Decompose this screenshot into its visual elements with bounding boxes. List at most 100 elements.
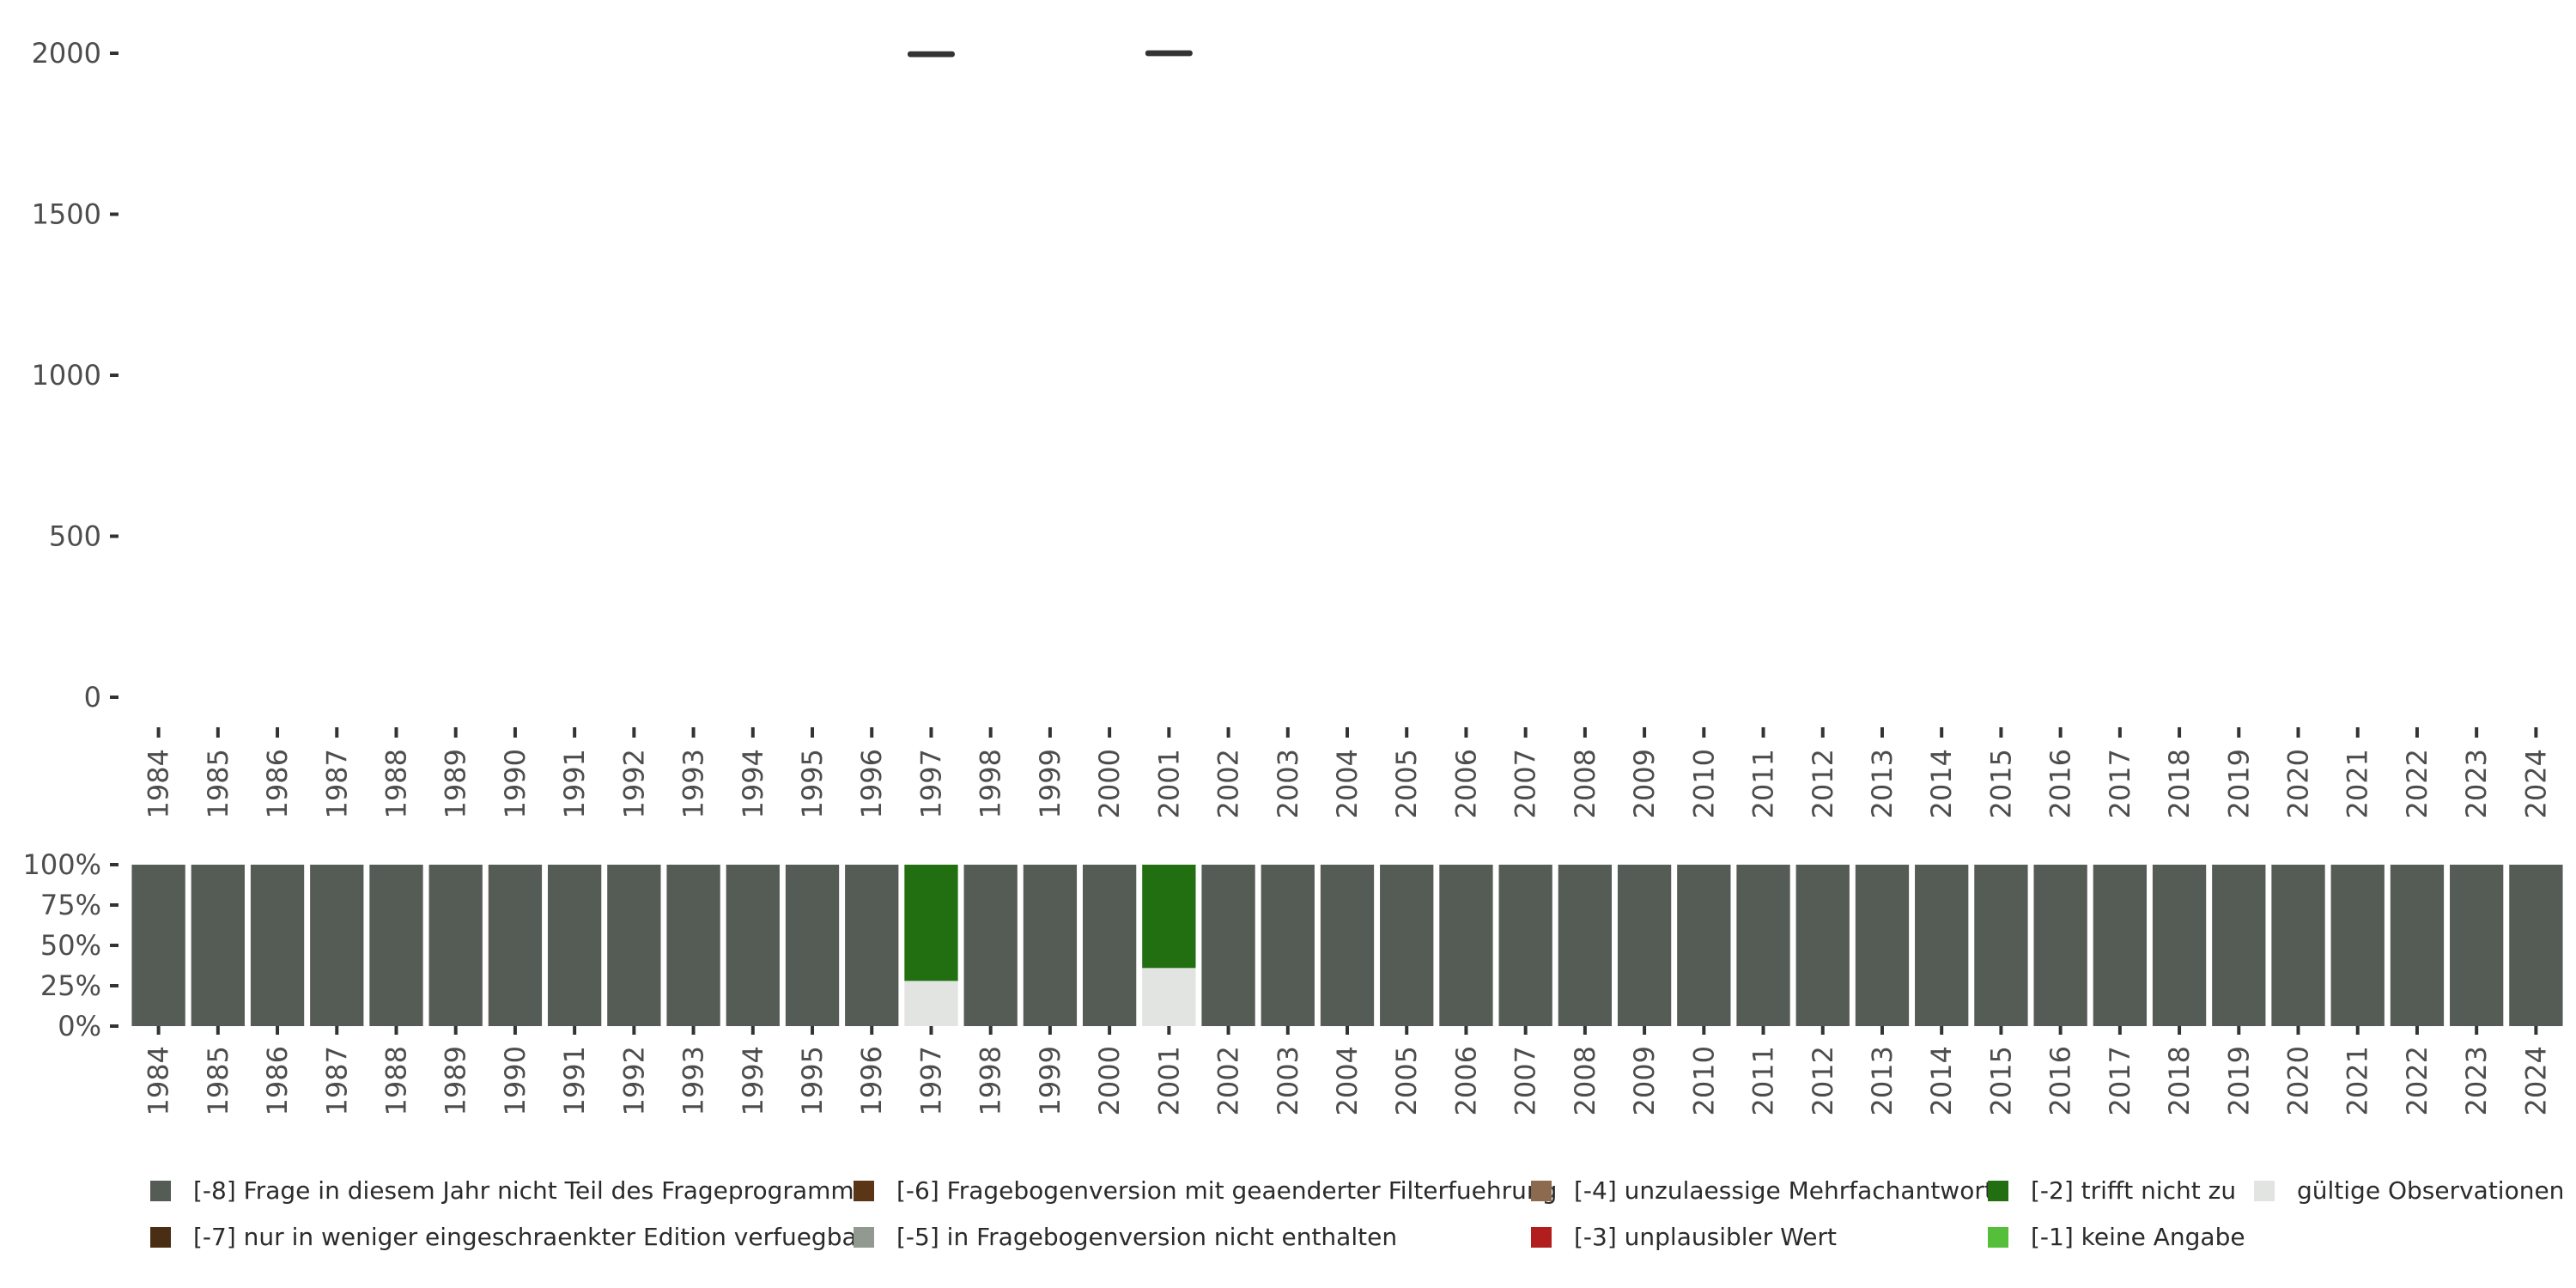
x-tick-label: 2011 bbox=[1747, 749, 1780, 818]
x-tick-label: 1984 bbox=[143, 749, 175, 818]
legend-item: [-6] Fragebogenversion mit geaenderter F… bbox=[854, 1176, 1557, 1205]
x-tick-label: 1998 bbox=[975, 749, 1007, 818]
x-tick-label: 1990 bbox=[499, 749, 532, 818]
bar-2011 bbox=[1736, 865, 1790, 1026]
stacked-bar-panel: 0% 25% 50% 75% 100% 1984 1985 1986 1987 1988 1989 1… bbox=[23, 848, 2563, 1115]
legend-item: [-5] in Fragebogenversion nicht enthalte… bbox=[854, 1223, 1397, 1251]
x-tick-label: 2017 bbox=[2104, 1046, 2136, 1115]
x-tick-label: 1990 bbox=[499, 1046, 532, 1115]
legend-item: [-7] nur in weniger eingeschraenkter Edi… bbox=[150, 1223, 866, 1251]
legend-label: [-1] keine Angabe bbox=[2031, 1223, 2245, 1251]
x-tick-label: 1986 bbox=[261, 749, 294, 818]
x-tick-label: 1989 bbox=[440, 749, 472, 818]
x-tick-label: 1991 bbox=[558, 749, 591, 818]
legend-label: [-6] Fragebogenversion mit geaenderter F… bbox=[896, 1176, 1558, 1205]
legend-swatch bbox=[150, 1226, 171, 1248]
chart-canvas: 0 500 1000 1500 2000 1984 1985 1986 1987 1988 1989… bbox=[23, 37, 2563, 1115]
x-tick-label: 2006 bbox=[1449, 749, 1482, 818]
bar-2000 bbox=[1082, 865, 1137, 1026]
bar-2023 bbox=[2450, 865, 2504, 1026]
x-tick-label: 2024 bbox=[2519, 1046, 2552, 1115]
x-tick-label: 2014 bbox=[1925, 1046, 1958, 1115]
bar-2004 bbox=[1320, 865, 1375, 1026]
x-tick-label: 2009 bbox=[1628, 749, 1661, 818]
x-tick-label: 1993 bbox=[677, 749, 710, 818]
x-tick-label: 2004 bbox=[1331, 749, 1364, 818]
x-tick-label: 2009 bbox=[1628, 1046, 1661, 1115]
x-tick-label: 2001 bbox=[1152, 749, 1185, 818]
x-tick-label: 2005 bbox=[1390, 749, 1423, 818]
x-tick-label: 2020 bbox=[2282, 1046, 2315, 1115]
legend-swatch bbox=[1988, 1226, 2008, 1248]
x-tick-label: 2008 bbox=[1569, 1046, 1601, 1115]
y-tick-label: 0% bbox=[58, 1010, 101, 1042]
bar-1990 bbox=[488, 865, 543, 1026]
bar-2024 bbox=[2509, 865, 2563, 1026]
legend-item: [-4] unzulaessige Mehrfachantwort bbox=[1531, 1176, 1994, 1205]
x-tick-label: 1994 bbox=[737, 1046, 769, 1115]
bar-2014 bbox=[1915, 865, 1969, 1026]
bar-1987 bbox=[310, 865, 364, 1026]
x-tick-label: 1992 bbox=[617, 749, 650, 818]
x-tick-label: 1987 bbox=[320, 1046, 353, 1115]
x-tick-label: 2000 bbox=[1093, 1046, 1126, 1115]
x-tick-label: 1986 bbox=[261, 1046, 294, 1115]
bar-1992 bbox=[607, 865, 661, 1026]
bar-2016 bbox=[2033, 865, 2087, 1026]
x-tick-label: 2002 bbox=[1212, 749, 1245, 818]
legend-label: [-7] nur in weniger eingeschraenkter Edi… bbox=[193, 1223, 867, 1251]
bar-2003 bbox=[1261, 865, 1315, 1026]
x-tick-label: 1991 bbox=[558, 1046, 591, 1115]
x-tick-label: 1993 bbox=[677, 1046, 710, 1115]
bar-2006 bbox=[1439, 865, 1493, 1026]
x-tick-label: 2019 bbox=[2222, 1046, 2255, 1115]
bar-2001 bbox=[1142, 865, 1196, 969]
bar-2020 bbox=[2271, 865, 2325, 1026]
x-tick-label: 2018 bbox=[2163, 749, 2196, 818]
y-tick-label: 500 bbox=[49, 520, 101, 553]
x-tick-label: 2021 bbox=[2342, 749, 2374, 818]
x-tick-label: 2019 bbox=[2222, 749, 2255, 818]
legend-swatch bbox=[2254, 1180, 2275, 1201]
x-tick-label: 2023 bbox=[2460, 749, 2493, 818]
x-tick-label: 2005 bbox=[1390, 1046, 1423, 1115]
x-tick-label: 1994 bbox=[737, 749, 769, 818]
bar-2021 bbox=[2330, 865, 2385, 1026]
bar-1986 bbox=[250, 865, 305, 1026]
x-tick-label: 2003 bbox=[1272, 749, 1304, 818]
bar-2010 bbox=[1677, 865, 1731, 1026]
x-tick-label: 2000 bbox=[1093, 749, 1126, 818]
x-tick-label: 1997 bbox=[914, 1046, 947, 1115]
bar-1985 bbox=[191, 865, 245, 1026]
x-tick-label: 2024 bbox=[2519, 749, 2552, 818]
bar-2002 bbox=[1201, 865, 1255, 1026]
bar-2005 bbox=[1380, 865, 1434, 1026]
legend-label: [-2] trifft nicht zu bbox=[2031, 1176, 2237, 1205]
x-tick-label: 2014 bbox=[1925, 749, 1958, 818]
bar-2012 bbox=[1795, 865, 1850, 1026]
x-tick-label: 2011 bbox=[1747, 1046, 1780, 1115]
x-tick-label: 1996 bbox=[855, 1046, 888, 1115]
x-tick-label: 1987 bbox=[320, 749, 353, 818]
y-tick-label: 1000 bbox=[32, 359, 101, 392]
x-tick-label: 2006 bbox=[1449, 1046, 1482, 1115]
x-tick-label: 2012 bbox=[1807, 1046, 1839, 1115]
bar-1994 bbox=[726, 865, 780, 1026]
bar-1998 bbox=[963, 865, 1018, 1026]
legend: [-8] Frage in diesem Jahr nicht Teil des… bbox=[150, 1176, 2572, 1271]
boxplot-panel: 0 500 1000 1500 2000 1984 1985 1986 1987 1988 1989… bbox=[32, 37, 2553, 818]
bar-1999 bbox=[1023, 865, 1078, 1026]
bar-1993 bbox=[666, 865, 720, 1026]
legend-item: [-3] unplausibler Wert bbox=[1531, 1223, 1837, 1251]
x-tick-label: 1995 bbox=[796, 749, 829, 818]
legend-label: [-5] in Fragebogenversion nicht enthalte… bbox=[896, 1223, 1398, 1251]
y-tick-label: 2000 bbox=[32, 37, 101, 70]
x-tick-label: 2023 bbox=[2460, 1046, 2493, 1115]
x-tick-label: 2016 bbox=[2044, 1046, 2077, 1115]
legend-label: [-4] unzulaessige Mehrfachantwort bbox=[1574, 1176, 1994, 1205]
x-tick-label: 2015 bbox=[1984, 749, 2017, 818]
bar-1991 bbox=[547, 865, 602, 1026]
legend-item: gültige Observationen bbox=[2254, 1176, 2564, 1205]
x-tick-label: 1995 bbox=[796, 1046, 829, 1115]
